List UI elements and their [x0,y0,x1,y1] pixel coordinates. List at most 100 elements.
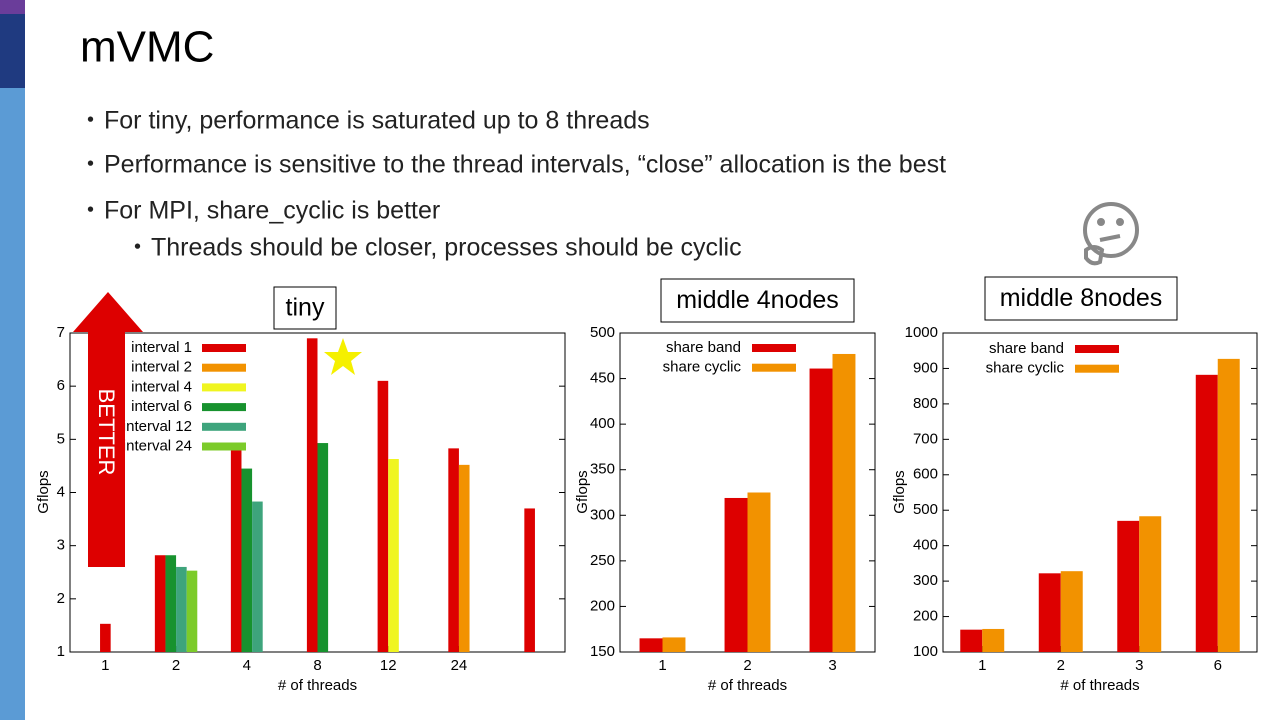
y-tick-label: 800 [913,395,938,412]
y-tick-label: 4 [57,483,65,500]
x-tick-label: 2 [172,657,180,674]
y-tick-label: 6 [57,377,65,394]
bullet-dot: ・ [125,234,150,262]
legend-swatch [202,403,246,412]
bar [524,508,535,652]
legend-label: interval 4 [131,378,192,395]
y-tick-label: 450 [590,370,615,387]
legend-label: share band [666,339,741,356]
y-tick-label: 5 [57,430,65,447]
chart-title-box [273,286,337,330]
legend-swatch [202,422,246,431]
y-tick-label: 100 [913,643,938,660]
bar [186,570,198,652]
bar [1060,571,1083,652]
plot-frame [942,332,1258,653]
legend-swatch [1075,364,1119,373]
side-band-dark [0,0,25,88]
x-tick-label: 2 [1057,657,1065,674]
legend-label: interval 2 [131,359,192,376]
x-tick-label: 6 [1214,657,1222,674]
y-tick-label: 900 [913,359,938,376]
bar [317,443,329,652]
chart-title: tiny [286,294,325,322]
x-tick-label: 1 [978,657,986,674]
side-band [0,0,25,720]
y-tick-label: 250 [590,552,615,569]
bar [1038,573,1061,652]
y-tick-label: 3 [57,537,65,554]
legend-label: share band [989,340,1064,357]
legend-label: interval 12 [123,418,192,435]
y-tick-label: 500 [590,324,615,341]
bullet-dot: ・ [78,151,103,179]
bar [1217,358,1240,652]
y-tick-label: 400 [590,415,615,432]
y-axis-label: Gflops [35,470,52,513]
bar [982,628,1005,652]
bar [662,637,686,652]
x-tick-label: 1 [658,657,666,674]
x-tick-label: 3 [1135,657,1143,674]
y-tick-label: 7 [57,324,65,341]
y-tick-label: 200 [913,608,938,625]
chart-title-box [660,278,855,323]
bullet-dot: ・ [78,107,103,135]
slide-title: mVMC [80,23,214,72]
bar [176,566,187,652]
legend-label: interval 6 [131,398,192,415]
bullet: For MPI, share_cyclic is better [104,197,440,225]
legend-label: share cyclic [663,359,742,376]
bar [1117,520,1140,652]
legend-swatch [202,363,246,372]
thinking-face [1083,202,1139,266]
bar [1195,374,1218,652]
side-band-top [0,0,25,14]
sub-bullet: Threads should be closer, processes shou… [151,234,742,262]
bar [809,368,833,652]
legend-label: interval 1 [131,339,192,356]
bar [388,459,399,652]
x-tick-label: 2 [743,657,751,674]
bar [306,338,318,652]
legend-swatch [1075,345,1119,353]
bar [154,555,166,652]
bar [448,448,459,652]
better-arrow [73,292,143,567]
y-tick-label: 400 [913,537,938,554]
annotation: BETTER [94,389,119,476]
y-tick-label: 600 [913,466,938,483]
x-axis-label: # of threads [708,677,787,694]
y-tick-label: 700 [913,430,938,447]
bar [458,464,470,652]
y-tick-label: 200 [590,597,615,614]
legend-swatch [752,344,796,352]
y-tick-label: 150 [590,643,615,660]
chart-title: middle 8nodes [1000,284,1163,312]
legend-swatch [202,383,246,392]
legend-label: share cyclic [986,360,1065,377]
y-axis-label: Gflops [574,470,591,513]
y-axis-label: Gflops [891,470,908,513]
star [324,338,362,375]
bar [165,555,177,652]
y-tick-label: 350 [590,461,615,478]
bar [960,629,983,652]
bar [230,447,242,652]
y-tick-label: 1 [57,643,65,660]
legend-swatch [202,442,246,451]
y-tick-label: 2 [57,590,65,607]
bullet-dot: ・ [78,197,103,225]
x-tick-label: 12 [380,657,397,674]
x-tick-label: 24 [451,657,468,674]
y-tick-label: 300 [590,506,615,523]
x-axis-label: # of threads [278,677,357,694]
y-tick-label: 300 [913,572,938,589]
y-tick-label: 500 [913,501,938,518]
legend-swatch [752,363,796,372]
bar [1139,516,1162,652]
bar [241,468,253,652]
bullet: For tiny, performance is saturated up to… [104,107,650,135]
